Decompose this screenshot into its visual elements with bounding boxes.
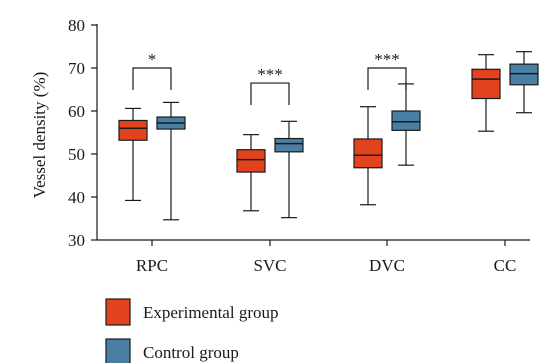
significance-brackets: ******* — [132, 50, 407, 106]
significance-bracket — [250, 82, 290, 106]
box-svc-control — [274, 120, 304, 219]
box-dvc-control — [391, 83, 421, 166]
axes: 30 40 50 60 70 80 RPC SVC DVC CC — [68, 16, 530, 275]
box-cc-control — [509, 51, 539, 114]
y-tick-label: 60 — [68, 102, 85, 121]
y-tick-label: 70 — [68, 59, 85, 78]
box-iqr — [353, 138, 383, 169]
box-iqr — [236, 149, 266, 173]
box-rpc-control — [156, 101, 186, 221]
boxes — [118, 51, 539, 221]
significance-bracket — [132, 67, 172, 90]
box-rpc-experimental — [118, 107, 148, 202]
significance-label: *** — [374, 50, 400, 69]
x-tick-label-svc: SVC — [253, 256, 286, 275]
legend-label: Experimental group — [143, 303, 279, 322]
box-iqr — [471, 68, 501, 100]
legend-swatch — [105, 298, 131, 326]
significance-svc: *** — [250, 65, 290, 106]
box-iqr — [509, 63, 539, 86]
x-tick-label-dvc: DVC — [369, 256, 405, 275]
y-axis-title: Vessel density (%) — [30, 72, 49, 199]
legend-label: Control group — [143, 343, 239, 362]
y-tick-label: 40 — [68, 188, 85, 207]
legend-item-experimental: Experimental group — [105, 298, 279, 326]
significance-label: * — [148, 50, 157, 69]
significance-rpc: * — [132, 50, 172, 90]
significance-label: *** — [257, 65, 283, 84]
box-cc-experimental — [471, 54, 501, 132]
legend-item-control: Control group — [105, 338, 239, 363]
box-iqr — [118, 119, 148, 141]
legend: Experimental group Control group — [105, 298, 279, 363]
significance-bracket — [367, 67, 407, 90]
box-dvc-experimental — [353, 106, 383, 206]
box-iqr — [274, 137, 304, 153]
significance-dvc: *** — [367, 50, 407, 90]
y-tick-label: 50 — [68, 145, 85, 164]
box-iqr — [391, 110, 421, 131]
x-tick-label-cc: CC — [494, 256, 517, 275]
box-svc-experimental — [236, 134, 266, 212]
x-tick-label-rpc: RPC — [136, 256, 168, 275]
legend-swatch — [105, 338, 131, 363]
y-tick-label: 30 — [68, 231, 85, 250]
y-tick-label: 80 — [68, 16, 85, 35]
